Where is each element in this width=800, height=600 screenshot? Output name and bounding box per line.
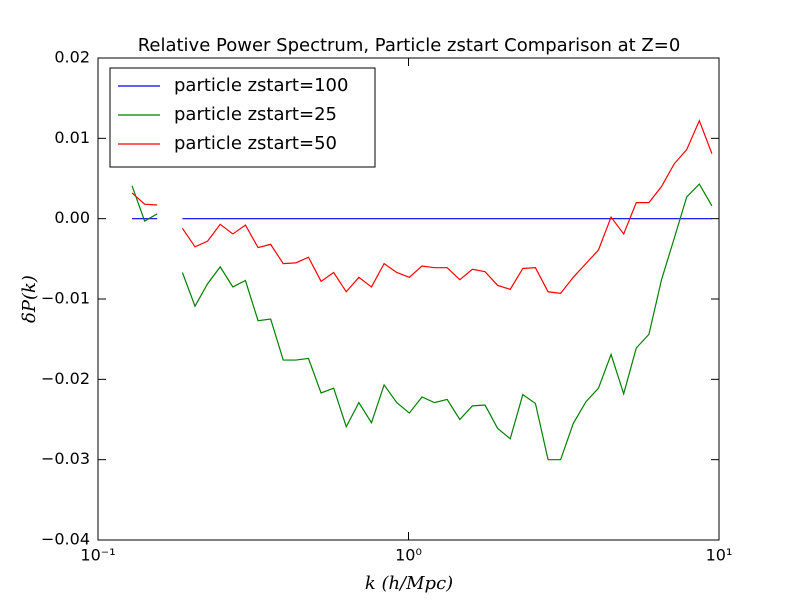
y-tick-label: 0.02 (54, 48, 90, 67)
y-tick-label: −0.04 (41, 530, 90, 549)
y-tick-label: 0.01 (54, 128, 90, 147)
y-tick-label: 0.00 (54, 208, 90, 227)
plot-frame (97, 57, 720, 541)
chart-title: Relative Power Spectrum, Particle zstart… (138, 35, 681, 56)
series-line (131, 119, 713, 295)
x-axis-label: k (h/Mpc) (365, 573, 453, 594)
y-tick-label: −0.03 (41, 449, 90, 468)
y-tick-label: −0.01 (41, 289, 90, 308)
legend-label: particle zstart=50 (174, 133, 337, 154)
legend-label: particle zstart=100 (174, 75, 348, 96)
y-axis-label: δP(k) (19, 275, 40, 323)
legend-box (109, 67, 376, 168)
legend-label: particle zstart=25 (174, 104, 337, 125)
x-tick-label: 10⁰ (395, 546, 422, 565)
y-tick-label: −0.02 (41, 369, 90, 388)
x-tick-label: 10⁻¹ (80, 546, 115, 565)
x-tick-label: 10¹ (706, 546, 733, 565)
